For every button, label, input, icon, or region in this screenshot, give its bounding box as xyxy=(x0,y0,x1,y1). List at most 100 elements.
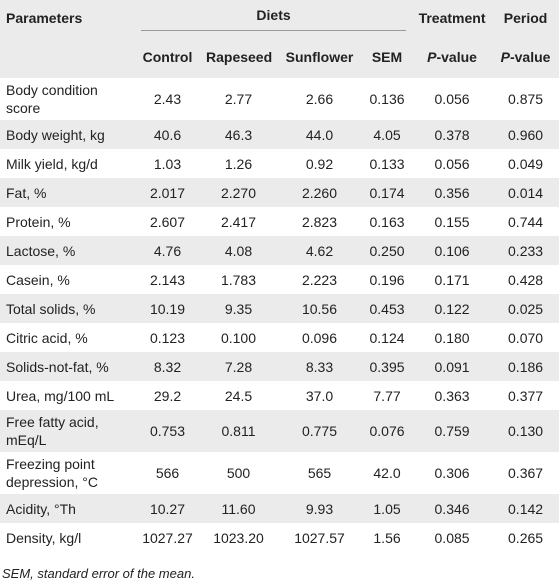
table-cell: 2.017 xyxy=(149,184,186,201)
table-cell: 1023.20 xyxy=(213,529,264,546)
row-label: Solids-not-fat, % xyxy=(6,358,109,375)
header-cell: Period xyxy=(503,10,548,26)
row-label: Casein, % xyxy=(6,271,70,288)
table-row: Fat, % 2.017 2.270 2.260 0.174 0.356 0.014 xyxy=(0,178,559,207)
table-cell: 0.367 xyxy=(508,465,544,481)
table-cell: 44.0 xyxy=(305,126,334,143)
row-label: Protein, % xyxy=(6,213,71,230)
table-cell: 2.77 xyxy=(224,91,253,107)
table-cell: 0.056 xyxy=(434,155,470,172)
table-cell: 1027.27 xyxy=(142,529,193,546)
row-label: Fat, % xyxy=(6,184,47,201)
table-cell: 0.076 xyxy=(369,423,405,439)
row-label: Body weight, kg xyxy=(6,126,105,143)
table-cell: 0.875 xyxy=(508,91,544,107)
table-cell: 0.395 xyxy=(369,358,405,375)
table-cell: 2.823 xyxy=(301,213,338,230)
table-cell: 566 xyxy=(155,465,180,481)
table-row: Milk yield, kg/d 1.03 1.26 0.92 0.133 0.056 0.… xyxy=(0,149,559,178)
table-cell: 0.775 xyxy=(301,423,338,439)
header-italic: P xyxy=(500,49,510,65)
row-label: Total solids, % xyxy=(6,300,96,317)
table-cell: 0.014 xyxy=(508,184,544,201)
table-cell: 7.77 xyxy=(373,387,401,404)
header-text: -value xyxy=(436,49,477,65)
table-cell: 0.049 xyxy=(508,155,544,172)
table-cell: 2.43 xyxy=(153,91,182,107)
table-cell: 0.377 xyxy=(508,387,544,404)
table-cell: 0.124 xyxy=(369,329,405,346)
table-cell: 2.223 xyxy=(301,271,338,288)
header-cell: SEM xyxy=(371,49,403,65)
header-cell: Control xyxy=(142,49,193,65)
table-cell: 37.0 xyxy=(305,387,334,404)
table-cell: 0.960 xyxy=(508,126,544,143)
table-row: Lactose, % 4.76 4.08 4.62 0.250 0.106 0.233 xyxy=(0,236,559,265)
table-cell: 10.19 xyxy=(149,300,186,317)
header-row: Parameters Diets Treatment Period xyxy=(0,0,559,36)
header-cell: Sunflower xyxy=(285,49,354,65)
table-cell: 0.265 xyxy=(508,529,544,546)
table-row: Protein, % 2.607 2.417 2.823 0.163 0.155 0.744 xyxy=(0,207,559,236)
table-cell: 10.27 xyxy=(149,500,186,517)
header-group: Diets xyxy=(141,6,407,31)
table-cell: 2.417 xyxy=(220,213,257,230)
table-cell: 0.070 xyxy=(508,329,544,346)
table-cell: 42.0 xyxy=(373,465,401,481)
header-italic: P xyxy=(427,49,437,65)
table-cell: 1027.57 xyxy=(294,529,345,546)
header-cell xyxy=(0,36,135,78)
table-cell: 0.174 xyxy=(369,184,405,201)
row-label: Lactose, % xyxy=(6,242,76,259)
table-cell: 0.133 xyxy=(369,155,405,172)
table-cell: 0.171 xyxy=(434,271,470,288)
table-cell: 9.35 xyxy=(224,300,253,317)
table-cell: 0.096 xyxy=(301,329,338,346)
row-label: Acidity, °Th xyxy=(6,500,76,517)
table-cell: 0.085 xyxy=(434,529,470,546)
table-cell: 0.306 xyxy=(434,465,470,481)
table-cell: 29.2 xyxy=(153,387,182,404)
table-cell: 1.03 xyxy=(153,155,182,172)
table-cell: 0.92 xyxy=(305,155,334,172)
table-row: Acidity, °Th 10.27 11.60 9.93 1.05 0.346 0.142 xyxy=(0,494,559,523)
table-cell: 46.3 xyxy=(224,126,253,143)
row-label: Milk yield, kg/d xyxy=(6,155,98,172)
row-label: Citric acid, % xyxy=(6,329,88,346)
header-cell: P-value xyxy=(412,36,492,78)
table-cell: 8.32 xyxy=(153,358,182,375)
header-cell: Diets xyxy=(135,0,412,36)
table-row: Body condition score 2.43 2.77 2.66 0.136 0.0… xyxy=(0,78,559,120)
table-cell: 0.186 xyxy=(508,358,544,375)
table-cell: 500 xyxy=(226,465,251,481)
header-cell: Parameters xyxy=(6,10,83,26)
table-cell: 0.025 xyxy=(508,300,544,317)
table-row: Urea, mg/100 mL 29.2 24.5 37.0 7.77 0.363 0.37… xyxy=(0,381,559,410)
table-row: Casein, % 2.143 1.783 2.223 0.196 0.171 0.428 xyxy=(0,265,559,294)
table-row: Citric acid, % 0.123 0.100 0.096 0.124 0.180 0… xyxy=(0,323,559,352)
table-row: Freezing point depression, °C 566 500 565 42… xyxy=(0,452,559,494)
table-cell: 0.233 xyxy=(508,242,544,259)
table-row: Free fatty acid, mEq/L 0.753 0.811 0.775 0.0… xyxy=(0,410,559,452)
table-row: Density, kg/l 1027.27 1023.20 1027.57 1.56 0.… xyxy=(0,523,559,552)
table-header: Parameters Diets Treatment Period Contro… xyxy=(0,0,559,78)
table-row: Body weight, kg 40.6 46.3 44.0 4.05 0.378 0.96… xyxy=(0,120,559,149)
table-row: Total solids, % 10.19 9.35 10.56 0.453 0.122 0… xyxy=(0,294,559,323)
table-cell: 4.05 xyxy=(373,126,401,143)
row-label: Density, kg/l xyxy=(6,529,82,546)
table-cell: 4.08 xyxy=(224,242,253,259)
table-cell: 11.60 xyxy=(221,500,256,517)
table-body: Body condition score 2.43 2.77 2.66 0.136 0.0… xyxy=(0,78,559,552)
table-cell: 0.142 xyxy=(508,500,544,517)
footnote: SEM, standard error of the mean. xyxy=(2,566,195,581)
header-row: Control Rapeseed Sunflower SEM P-value P-valu… xyxy=(0,36,559,78)
table-cell: 0.056 xyxy=(434,91,470,107)
table-cell: 2.66 xyxy=(305,91,334,107)
row-label: Freezing point depression, °C xyxy=(6,456,98,490)
table-cell: 0.378 xyxy=(434,126,470,143)
table-cell: 2.143 xyxy=(149,271,186,288)
table-cell: 1.56 xyxy=(373,529,401,546)
table-cell: 0.753 xyxy=(149,423,186,439)
table-cell: 1.26 xyxy=(224,155,253,172)
